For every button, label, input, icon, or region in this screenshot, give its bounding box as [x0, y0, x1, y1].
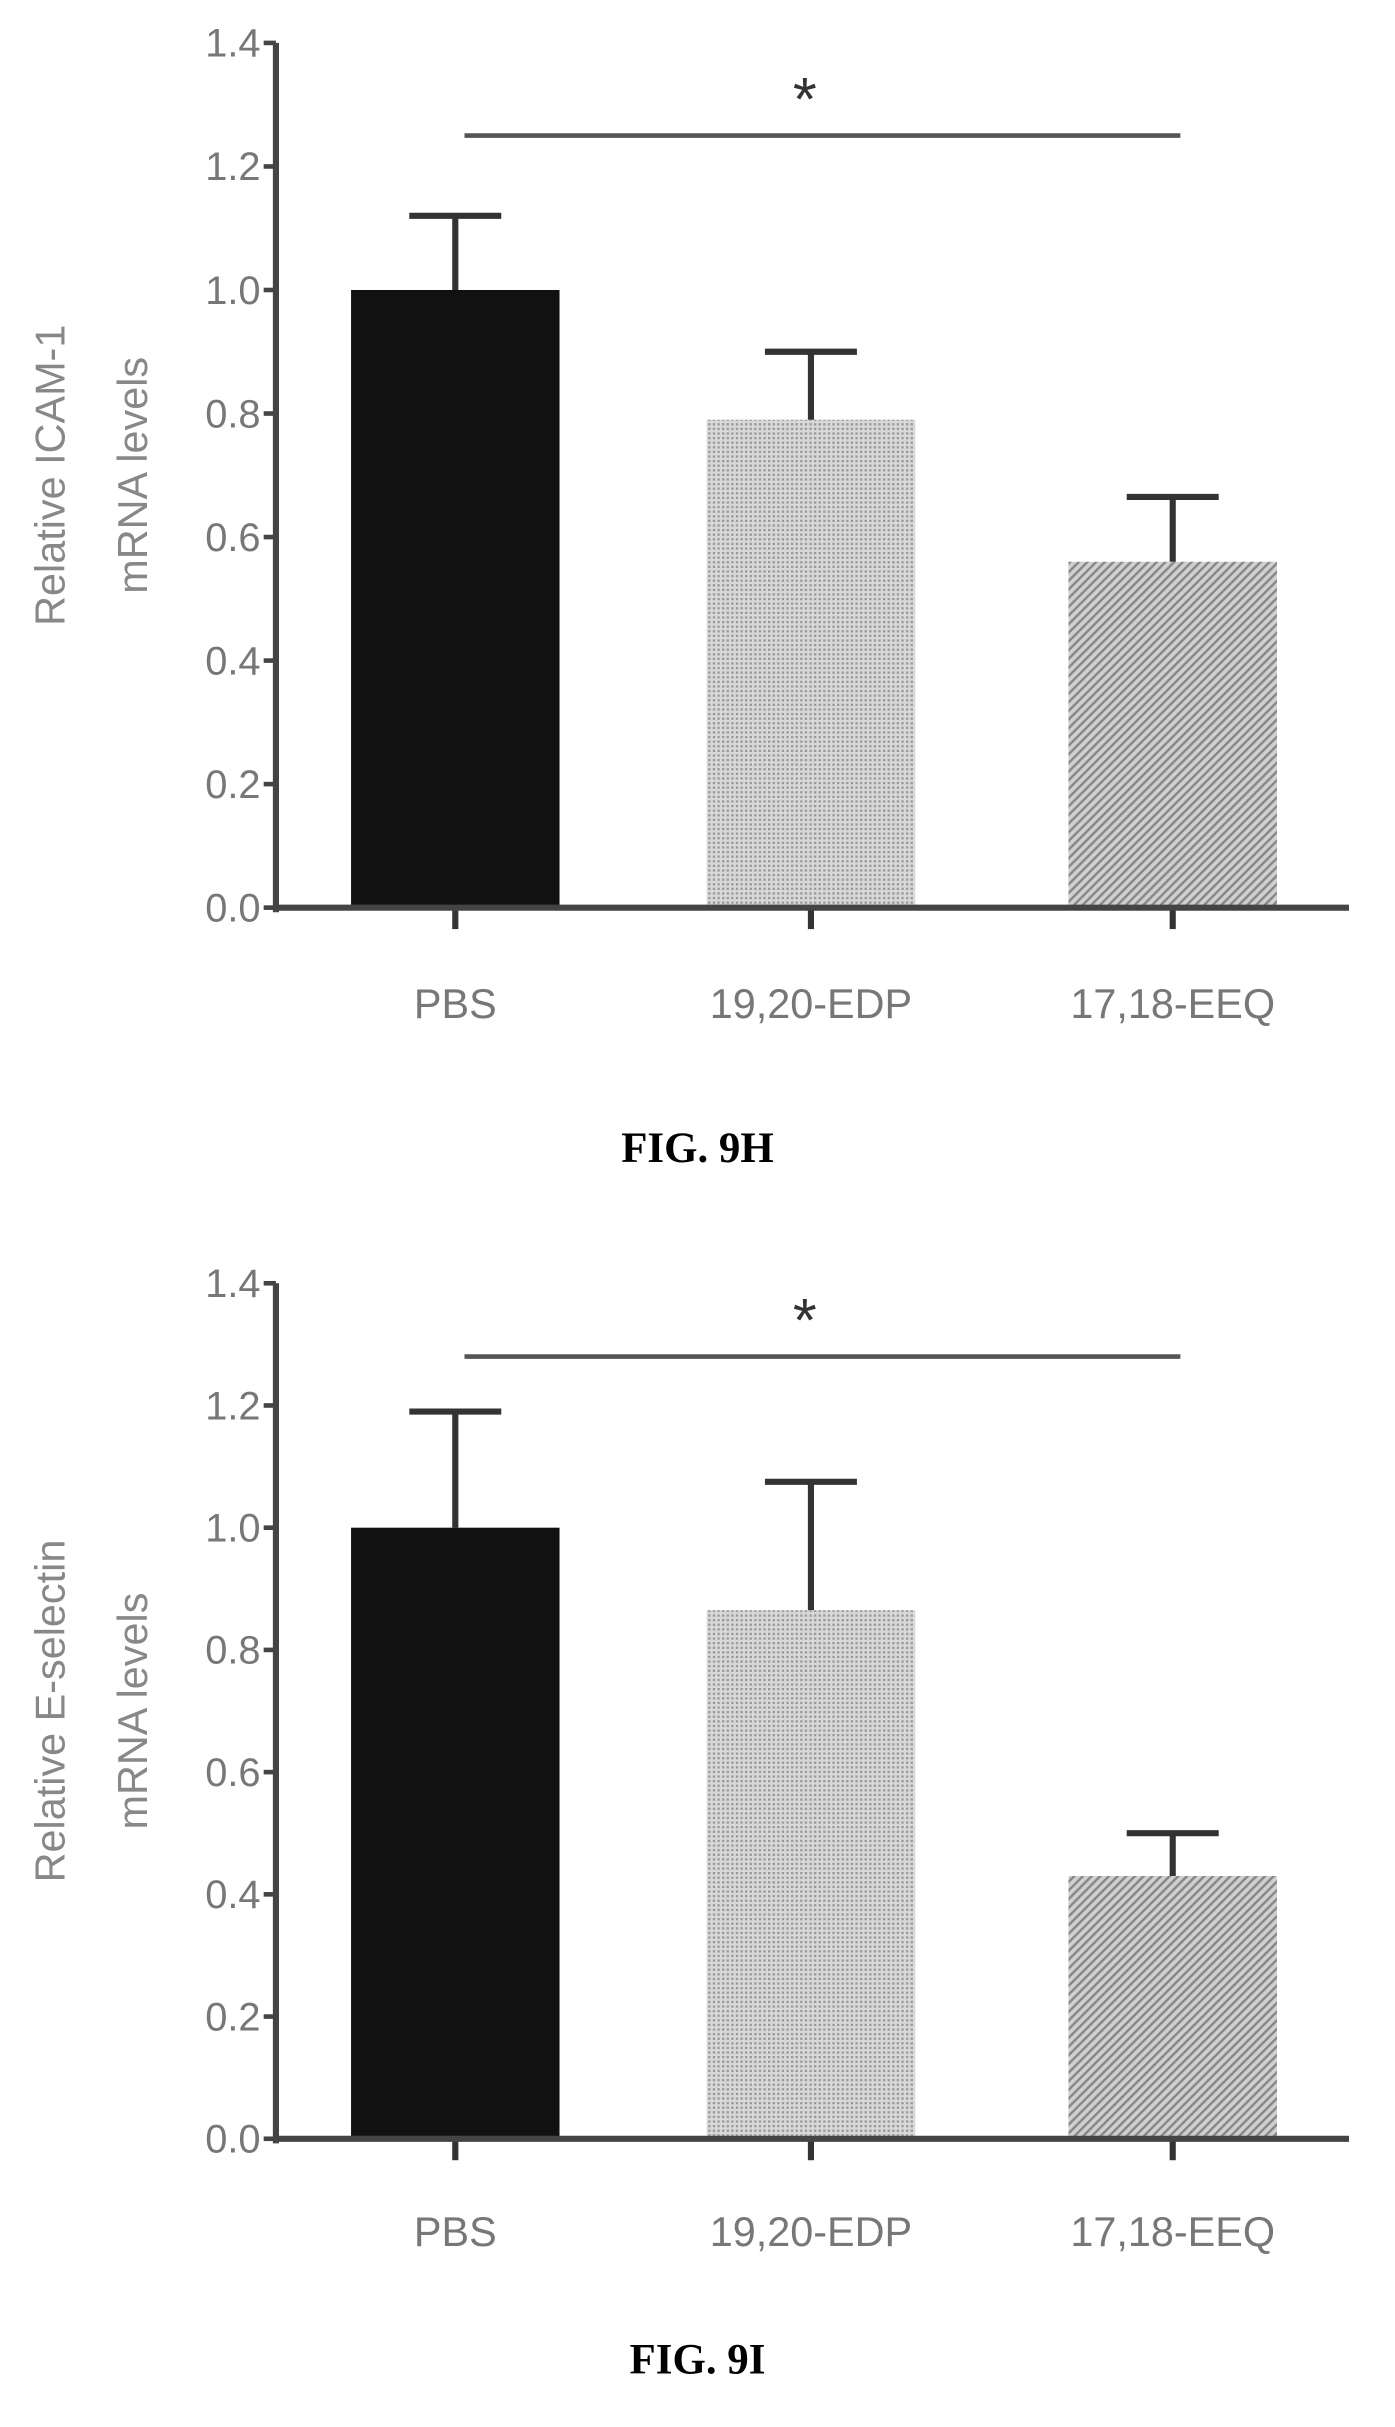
chart-9h: PBS 19,20-EDP 17,18-EEQ 0.0 0.2 0.4 0.6 0.8 1.0 1…	[27, 22, 1349, 1172]
y-tick-label: 0.2	[205, 1995, 260, 2039]
y-tick-label: 0.2	[205, 763, 260, 807]
y-tick-label: 0.0	[205, 886, 260, 930]
y-axis-label-line1: Relative ICAM-1	[27, 325, 73, 626]
y-axis-label-line1: Relative E-selectin	[27, 1540, 73, 1883]
x-tick-label: 17,18-EEQ	[1070, 981, 1275, 1027]
x-tick-label: PBS	[414, 981, 497, 1027]
bar-19-20-edp	[707, 1610, 915, 2139]
y-tick-label: 0.8	[205, 392, 260, 436]
y-tick-label: 1.0	[205, 269, 260, 313]
significance-asterisk: *	[793, 64, 817, 133]
y-tick-label: 0.4	[205, 639, 260, 683]
chart-9i: PBS 19,20-EDP 17,18-EEQ 0.0 0.2 0.4 0.6 0.8 1.0 1…	[27, 1262, 1349, 2383]
x-tick-label: 17,18-EEQ	[1070, 2209, 1275, 2255]
bar-19-20-edp	[707, 420, 915, 908]
y-axis-label-line2: mRNA levels	[110, 357, 156, 594]
charts-canvas: PBS 19,20-EDP 17,18-EEQ 0.0 0.2 0.4 0.6 0.8 1.0 1…	[0, 0, 1395, 2427]
figure-page: PBS 19,20-EDP 17,18-EEQ 0.0 0.2 0.4 0.6 0.8 1.0 1…	[0, 0, 1395, 2427]
y-tick-label: 0.0	[205, 2118, 260, 2162]
figure-label: FIG. 9H	[621, 1125, 774, 1172]
y-axis-label-line2: mRNA levels	[110, 1593, 156, 1830]
bar-pbs	[351, 290, 559, 908]
y-tick-label: 1.4	[205, 22, 260, 66]
bar-17-18-eeq	[1068, 1876, 1276, 2139]
bar-pbs	[351, 1528, 559, 2139]
y-tick-label: 1.0	[205, 1506, 260, 1550]
x-tick-label: 19,20-EDP	[710, 981, 912, 1027]
y-tick-label: 1.2	[205, 1384, 260, 1428]
y-tick-label: 0.6	[205, 516, 260, 560]
y-tick-label: 0.8	[205, 1629, 260, 1673]
figure-label: FIG. 9I	[630, 2336, 766, 2383]
significance-asterisk: *	[793, 1285, 817, 1354]
x-tick-label: PBS	[414, 2209, 497, 2255]
bar-17-18-eeq	[1068, 562, 1276, 908]
y-tick-label: 1.4	[205, 1262, 260, 1306]
y-tick-label: 0.4	[205, 1873, 260, 1917]
x-tick-label: 19,20-EDP	[710, 2209, 912, 2255]
y-tick-label: 1.2	[205, 145, 260, 189]
y-tick-label: 0.6	[205, 1751, 260, 1795]
